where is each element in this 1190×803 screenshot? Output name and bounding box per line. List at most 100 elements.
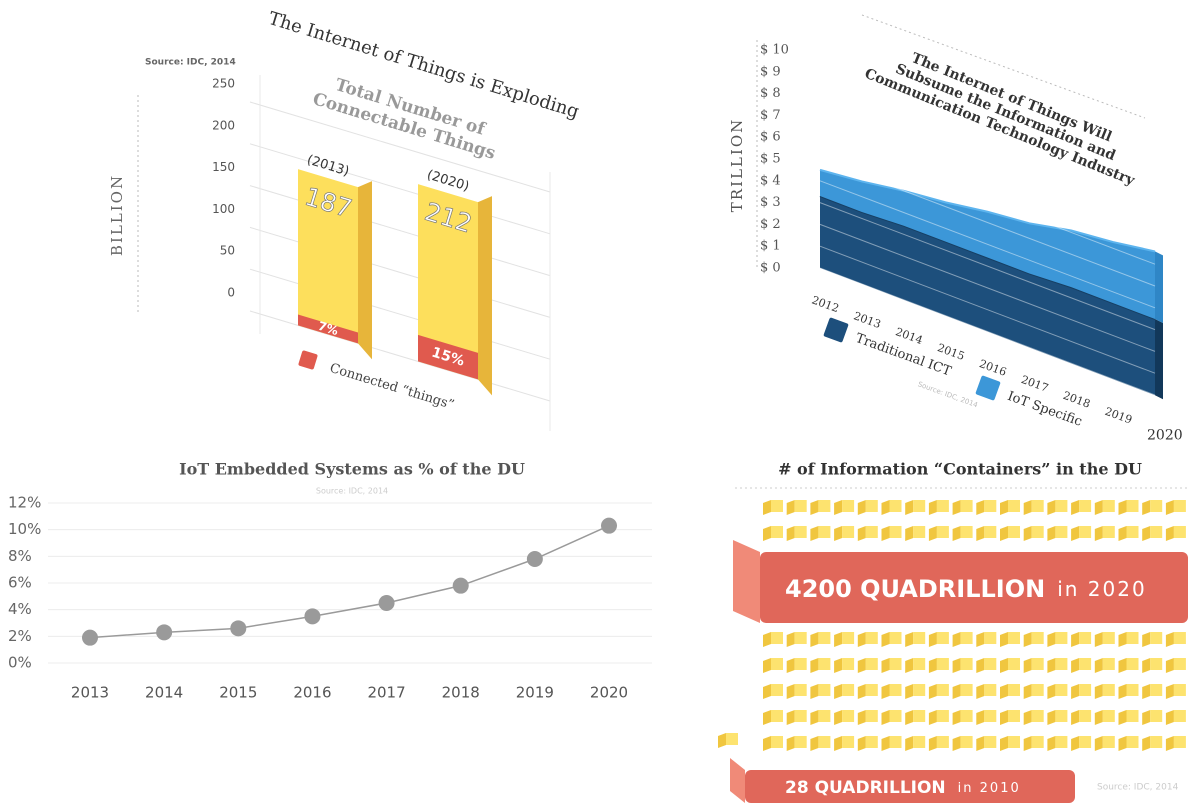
cube-icon — [842, 632, 855, 644]
x-tick-label: 2018 — [442, 684, 480, 702]
cube-icon — [881, 684, 890, 699]
cube-icon — [1023, 736, 1032, 751]
bar-side — [358, 181, 372, 360]
cube-icon — [1008, 736, 1020, 748]
cube-icon — [913, 710, 926, 722]
cube-icon — [786, 526, 795, 541]
cube-icon — [960, 684, 973, 696]
axis-rule — [861, 14, 1146, 119]
cube-icon — [763, 500, 771, 515]
cube-icon — [818, 684, 831, 696]
cube-icon — [842, 658, 855, 670]
point — [601, 517, 617, 534]
cube-icon — [928, 526, 937, 541]
x-tick-label: 2017 — [1019, 373, 1050, 395]
grid-line — [249, 268, 551, 360]
cube-icon — [1023, 500, 1032, 515]
cube-icon — [834, 526, 843, 541]
banner — [745, 770, 1075, 803]
x-tick-label: 2014 — [145, 684, 183, 702]
cube-icon — [1055, 526, 1068, 538]
cube-icon — [913, 736, 926, 748]
grid-line — [819, 71, 1156, 200]
grid-line — [819, 267, 1156, 396]
source: Source: IDC, 2014 — [145, 58, 236, 68]
cube-icon — [771, 500, 783, 512]
cube-icon — [794, 658, 807, 670]
banner-fold — [733, 540, 760, 623]
cube-icon — [1008, 658, 1020, 670]
area-side — [1155, 319, 1163, 400]
x-tick-label: 2020 — [590, 684, 628, 702]
cube-icon — [1126, 526, 1139, 538]
cube-icon — [1047, 500, 1056, 515]
x-tick-label: 2015 — [219, 684, 257, 702]
point — [378, 595, 395, 611]
cube-icon — [1165, 632, 1174, 647]
cube-icon — [1079, 710, 1092, 722]
cube-icon — [1165, 500, 1174, 515]
cube-icon — [1055, 658, 1068, 670]
year-label: in 2010 — [958, 781, 1021, 796]
cube-icon — [1102, 684, 1115, 696]
cube-icon — [810, 684, 819, 699]
cube-icon — [881, 736, 890, 751]
cube-icon — [1023, 632, 1032, 647]
x-tick-label: 2019 — [516, 684, 554, 702]
source: Source: IDC, 2014 — [1097, 783, 1179, 793]
area-line — [819, 168, 1156, 253]
cube-icon — [905, 658, 914, 673]
cube-icon — [794, 710, 807, 722]
cube-icon — [936, 658, 949, 670]
point — [452, 577, 469, 594]
cube-icon — [1173, 658, 1186, 670]
cube-icon — [865, 632, 878, 644]
cube-icon — [913, 684, 926, 696]
cube-icon — [1079, 632, 1092, 644]
cube-icon — [1094, 710, 1103, 725]
x-tick-label: 2020 — [1147, 427, 1183, 443]
cube-icon — [1173, 526, 1186, 538]
cube-icon — [1150, 710, 1163, 722]
cube-icon — [1047, 632, 1056, 647]
cube-icon — [857, 710, 866, 725]
cube-icon — [1000, 500, 1008, 515]
banner — [760, 552, 1188, 623]
cube-icon — [1118, 632, 1127, 647]
cube-icon — [960, 710, 973, 722]
cube-icon — [1000, 526, 1008, 541]
grid-line — [819, 202, 1156, 331]
cube-icon — [1000, 710, 1008, 725]
cube-icon — [1173, 632, 1186, 644]
cube-icon — [810, 500, 819, 515]
cube-icon — [1165, 526, 1174, 541]
cube-icon — [976, 658, 985, 673]
cube-icon — [952, 500, 961, 515]
point — [230, 620, 247, 637]
cube-icon — [1008, 632, 1020, 644]
cube-icon — [1165, 684, 1174, 699]
banner-fold — [730, 758, 745, 803]
cube-icon — [786, 658, 795, 673]
cube-icon — [905, 684, 914, 699]
cube-icon — [794, 684, 807, 696]
connected-bar — [298, 314, 358, 344]
cube-icon — [984, 632, 997, 644]
cube-icon — [1118, 710, 1127, 725]
cube-icon — [786, 632, 795, 647]
x-tick-label: 2012 — [810, 293, 841, 315]
grid-line — [819, 180, 1156, 309]
cube-icon — [1023, 526, 1032, 541]
cube-icon — [763, 526, 771, 541]
cube-icon — [881, 500, 890, 515]
cube-icon — [842, 710, 855, 722]
cube-icon — [1118, 736, 1127, 751]
y-tick-label: 2% — [8, 627, 32, 645]
cube-icon — [865, 710, 878, 722]
cube-icon — [763, 736, 771, 751]
bar — [298, 169, 358, 344]
cube-icon — [1008, 710, 1020, 722]
cube-icon — [1071, 710, 1080, 725]
cube-icon — [984, 710, 997, 722]
